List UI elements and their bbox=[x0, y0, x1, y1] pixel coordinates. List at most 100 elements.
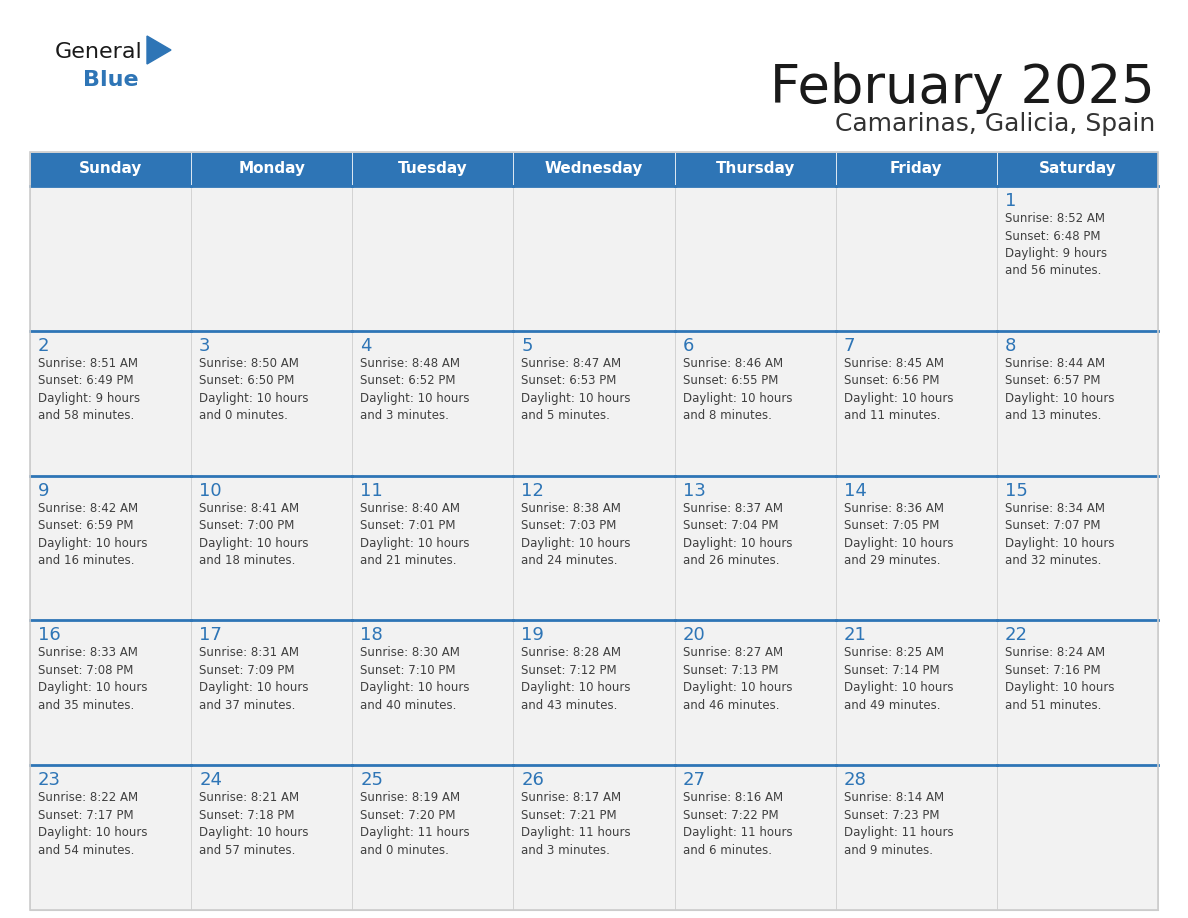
Text: Sunrise: 8:42 AM
Sunset: 6:59 PM
Daylight: 10 hours
and 16 minutes.: Sunrise: 8:42 AM Sunset: 6:59 PM Dayligh… bbox=[38, 501, 147, 567]
Text: 25: 25 bbox=[360, 771, 384, 789]
Bar bbox=[513, 621, 675, 766]
Text: Sunrise: 8:45 AM
Sunset: 6:56 PM
Daylight: 10 hours
and 11 minutes.: Sunrise: 8:45 AM Sunset: 6:56 PM Dayligh… bbox=[843, 357, 953, 422]
Text: Sunrise: 8:21 AM
Sunset: 7:18 PM
Daylight: 10 hours
and 57 minutes.: Sunrise: 8:21 AM Sunset: 7:18 PM Dayligh… bbox=[200, 791, 309, 856]
Text: 1: 1 bbox=[1005, 192, 1016, 210]
Text: Monday: Monday bbox=[239, 162, 305, 176]
Bar bbox=[191, 152, 353, 186]
Text: Sunrise: 8:41 AM
Sunset: 7:00 PM
Daylight: 10 hours
and 18 minutes.: Sunrise: 8:41 AM Sunset: 7:00 PM Dayligh… bbox=[200, 501, 309, 567]
Text: 4: 4 bbox=[360, 337, 372, 354]
Text: Thursday: Thursday bbox=[715, 162, 795, 176]
Bar bbox=[353, 766, 513, 910]
Bar bbox=[353, 186, 513, 330]
Bar bbox=[353, 152, 513, 186]
Bar bbox=[675, 186, 835, 330]
Bar bbox=[675, 476, 835, 621]
Bar bbox=[835, 476, 997, 621]
Text: 17: 17 bbox=[200, 626, 222, 644]
Bar bbox=[835, 766, 997, 910]
Bar bbox=[997, 330, 1158, 476]
Text: Saturday: Saturday bbox=[1038, 162, 1117, 176]
Bar bbox=[835, 186, 997, 330]
Bar bbox=[30, 476, 191, 621]
Text: 10: 10 bbox=[200, 482, 222, 499]
Bar bbox=[191, 330, 353, 476]
Bar bbox=[513, 476, 675, 621]
Text: February 2025: February 2025 bbox=[770, 62, 1155, 114]
Text: 18: 18 bbox=[360, 626, 383, 644]
Text: 28: 28 bbox=[843, 771, 866, 789]
Text: Sunrise: 8:17 AM
Sunset: 7:21 PM
Daylight: 11 hours
and 3 minutes.: Sunrise: 8:17 AM Sunset: 7:21 PM Dayligh… bbox=[522, 791, 631, 856]
Bar bbox=[513, 330, 675, 476]
Text: 19: 19 bbox=[522, 626, 544, 644]
Text: 13: 13 bbox=[683, 482, 706, 499]
Text: Sunrise: 8:27 AM
Sunset: 7:13 PM
Daylight: 10 hours
and 46 minutes.: Sunrise: 8:27 AM Sunset: 7:13 PM Dayligh… bbox=[683, 646, 792, 711]
Bar bbox=[30, 152, 1158, 910]
Polygon shape bbox=[147, 36, 171, 64]
Bar bbox=[191, 476, 353, 621]
Text: Sunrise: 8:38 AM
Sunset: 7:03 PM
Daylight: 10 hours
and 24 minutes.: Sunrise: 8:38 AM Sunset: 7:03 PM Dayligh… bbox=[522, 501, 631, 567]
Text: Sunrise: 8:30 AM
Sunset: 7:10 PM
Daylight: 10 hours
and 40 minutes.: Sunrise: 8:30 AM Sunset: 7:10 PM Dayligh… bbox=[360, 646, 469, 711]
Bar bbox=[30, 330, 191, 476]
Text: Sunrise: 8:25 AM
Sunset: 7:14 PM
Daylight: 10 hours
and 49 minutes.: Sunrise: 8:25 AM Sunset: 7:14 PM Dayligh… bbox=[843, 646, 953, 711]
Bar bbox=[353, 476, 513, 621]
Text: General: General bbox=[55, 42, 143, 62]
Text: 9: 9 bbox=[38, 482, 50, 499]
Text: 16: 16 bbox=[38, 626, 61, 644]
Text: Friday: Friday bbox=[890, 162, 942, 176]
Text: Sunrise: 8:52 AM
Sunset: 6:48 PM
Daylight: 9 hours
and 56 minutes.: Sunrise: 8:52 AM Sunset: 6:48 PM Dayligh… bbox=[1005, 212, 1107, 277]
Text: 26: 26 bbox=[522, 771, 544, 789]
Bar bbox=[191, 766, 353, 910]
Bar bbox=[675, 330, 835, 476]
Text: 8: 8 bbox=[1005, 337, 1016, 354]
Bar bbox=[997, 186, 1158, 330]
Text: Tuesday: Tuesday bbox=[398, 162, 468, 176]
Text: Sunrise: 8:24 AM
Sunset: 7:16 PM
Daylight: 10 hours
and 51 minutes.: Sunrise: 8:24 AM Sunset: 7:16 PM Dayligh… bbox=[1005, 646, 1114, 711]
Text: 23: 23 bbox=[38, 771, 61, 789]
Bar bbox=[997, 152, 1158, 186]
Bar bbox=[675, 621, 835, 766]
Text: 11: 11 bbox=[360, 482, 383, 499]
Text: Sunrise: 8:48 AM
Sunset: 6:52 PM
Daylight: 10 hours
and 3 minutes.: Sunrise: 8:48 AM Sunset: 6:52 PM Dayligh… bbox=[360, 357, 469, 422]
Text: 5: 5 bbox=[522, 337, 533, 354]
Text: 2: 2 bbox=[38, 337, 50, 354]
Text: 3: 3 bbox=[200, 337, 210, 354]
Text: Sunrise: 8:50 AM
Sunset: 6:50 PM
Daylight: 10 hours
and 0 minutes.: Sunrise: 8:50 AM Sunset: 6:50 PM Dayligh… bbox=[200, 357, 309, 422]
Bar bbox=[835, 621, 997, 766]
Bar bbox=[997, 476, 1158, 621]
Text: Sunrise: 8:44 AM
Sunset: 6:57 PM
Daylight: 10 hours
and 13 minutes.: Sunrise: 8:44 AM Sunset: 6:57 PM Dayligh… bbox=[1005, 357, 1114, 422]
Text: Wednesday: Wednesday bbox=[545, 162, 643, 176]
Bar bbox=[30, 186, 191, 330]
Text: 14: 14 bbox=[843, 482, 866, 499]
Bar bbox=[353, 330, 513, 476]
Text: Sunrise: 8:51 AM
Sunset: 6:49 PM
Daylight: 9 hours
and 58 minutes.: Sunrise: 8:51 AM Sunset: 6:49 PM Dayligh… bbox=[38, 357, 140, 422]
Text: Sunrise: 8:46 AM
Sunset: 6:55 PM
Daylight: 10 hours
and 8 minutes.: Sunrise: 8:46 AM Sunset: 6:55 PM Dayligh… bbox=[683, 357, 792, 422]
Text: Sunrise: 8:37 AM
Sunset: 7:04 PM
Daylight: 10 hours
and 26 minutes.: Sunrise: 8:37 AM Sunset: 7:04 PM Dayligh… bbox=[683, 501, 792, 567]
Bar bbox=[191, 621, 353, 766]
Bar bbox=[675, 152, 835, 186]
Bar bbox=[353, 621, 513, 766]
Text: Sunrise: 8:28 AM
Sunset: 7:12 PM
Daylight: 10 hours
and 43 minutes.: Sunrise: 8:28 AM Sunset: 7:12 PM Dayligh… bbox=[522, 646, 631, 711]
Bar bbox=[997, 621, 1158, 766]
Text: Sunrise: 8:34 AM
Sunset: 7:07 PM
Daylight: 10 hours
and 32 minutes.: Sunrise: 8:34 AM Sunset: 7:07 PM Dayligh… bbox=[1005, 501, 1114, 567]
Bar bbox=[513, 152, 675, 186]
Bar bbox=[191, 186, 353, 330]
Text: 6: 6 bbox=[683, 337, 694, 354]
Bar bbox=[513, 766, 675, 910]
Text: 12: 12 bbox=[522, 482, 544, 499]
Text: Sunrise: 8:19 AM
Sunset: 7:20 PM
Daylight: 11 hours
and 0 minutes.: Sunrise: 8:19 AM Sunset: 7:20 PM Dayligh… bbox=[360, 791, 470, 856]
Text: Sunrise: 8:14 AM
Sunset: 7:23 PM
Daylight: 11 hours
and 9 minutes.: Sunrise: 8:14 AM Sunset: 7:23 PM Dayligh… bbox=[843, 791, 953, 856]
Text: Sunrise: 8:31 AM
Sunset: 7:09 PM
Daylight: 10 hours
and 37 minutes.: Sunrise: 8:31 AM Sunset: 7:09 PM Dayligh… bbox=[200, 646, 309, 711]
Text: 7: 7 bbox=[843, 337, 855, 354]
Text: Sunday: Sunday bbox=[78, 162, 143, 176]
Bar bbox=[835, 152, 997, 186]
Text: 20: 20 bbox=[683, 626, 706, 644]
Text: 21: 21 bbox=[843, 626, 866, 644]
Text: 15: 15 bbox=[1005, 482, 1028, 499]
Text: Sunrise: 8:36 AM
Sunset: 7:05 PM
Daylight: 10 hours
and 29 minutes.: Sunrise: 8:36 AM Sunset: 7:05 PM Dayligh… bbox=[843, 501, 953, 567]
Bar bbox=[30, 152, 191, 186]
Text: 24: 24 bbox=[200, 771, 222, 789]
Text: Sunrise: 8:33 AM
Sunset: 7:08 PM
Daylight: 10 hours
and 35 minutes.: Sunrise: 8:33 AM Sunset: 7:08 PM Dayligh… bbox=[38, 646, 147, 711]
Bar bbox=[997, 766, 1158, 910]
Text: Sunrise: 8:47 AM
Sunset: 6:53 PM
Daylight: 10 hours
and 5 minutes.: Sunrise: 8:47 AM Sunset: 6:53 PM Dayligh… bbox=[522, 357, 631, 422]
Bar bbox=[835, 330, 997, 476]
